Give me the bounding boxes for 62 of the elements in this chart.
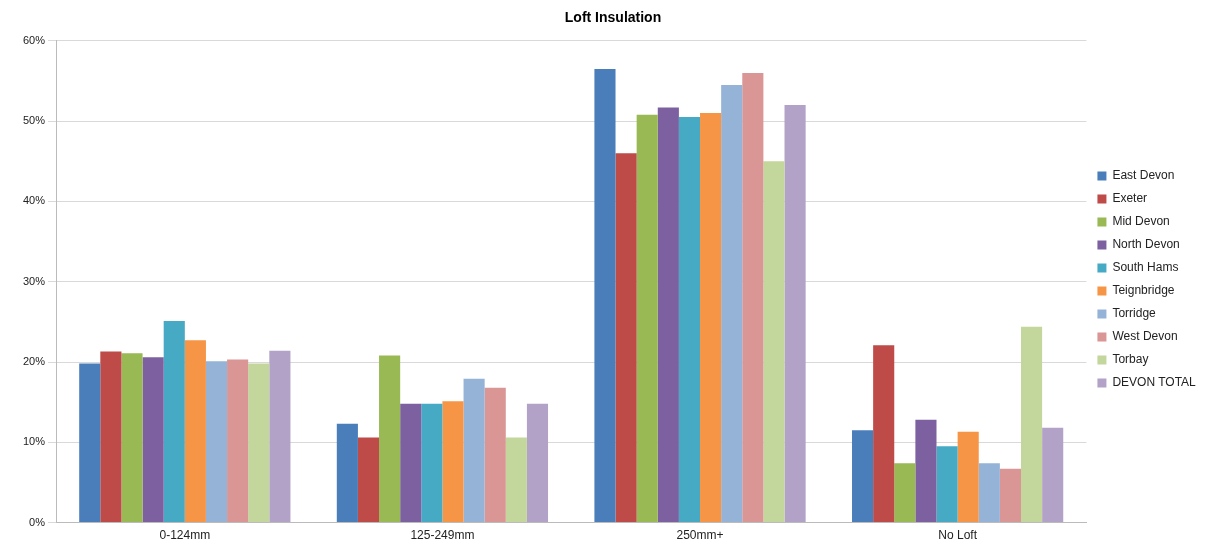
legend-label: Teignbridge <box>1112 283 1175 298</box>
bar <box>248 363 270 523</box>
x-tick-label: No Loft <box>938 528 978 543</box>
y-tick-label: 10% <box>22 435 46 448</box>
bar <box>142 357 164 523</box>
bar <box>442 401 464 523</box>
bar <box>400 403 422 523</box>
bar <box>163 321 185 523</box>
bar <box>763 161 785 523</box>
bar <box>1042 427 1064 523</box>
bar <box>721 84 743 523</box>
bar <box>379 355 401 523</box>
bar <box>100 351 122 523</box>
y-tick-label: 40% <box>22 194 46 207</box>
legend-label: South Hams <box>1112 260 1179 275</box>
bar <box>873 345 895 523</box>
bar <box>505 437 527 523</box>
bar <box>742 72 764 523</box>
legend-label: Exeter <box>1112 191 1148 206</box>
bar <box>999 468 1021 523</box>
legend-label: DEVON TOTAL <box>1112 375 1197 390</box>
bar <box>936 446 958 523</box>
bar <box>700 113 722 523</box>
bar <box>79 363 101 523</box>
bar <box>269 350 291 523</box>
bar <box>421 403 443 523</box>
legend-label: Mid Devon <box>1112 214 1170 229</box>
bar <box>636 114 658 523</box>
bar <box>915 419 937 523</box>
bar <box>657 107 679 523</box>
bar <box>678 117 701 523</box>
legend-label: Torridge <box>1112 306 1157 321</box>
bar <box>894 463 916 523</box>
bar <box>463 378 485 523</box>
bar <box>357 437 380 523</box>
bar <box>336 423 358 523</box>
bar <box>594 68 616 523</box>
legend-label: North Devon <box>1112 237 1180 252</box>
chart-title: Loft Insulation <box>564 9 662 26</box>
bar <box>1021 326 1043 523</box>
bar <box>205 361 228 523</box>
bar <box>852 430 874 523</box>
bar <box>784 105 806 523</box>
legend-label: West Devon <box>1112 329 1178 344</box>
y-tick-label: 60% <box>22 33 46 46</box>
y-tick-label: 0% <box>29 515 46 528</box>
x-tick-label: 250mm+ <box>676 528 724 543</box>
bar <box>227 359 249 523</box>
bar <box>526 403 549 523</box>
y-tick-label: 30% <box>22 274 46 287</box>
legend-label: East Devon <box>1112 168 1175 183</box>
legend-label: Torbay <box>1112 352 1149 367</box>
bar <box>615 153 637 523</box>
bar <box>184 340 206 523</box>
x-tick-label: 0-124mm <box>159 528 211 543</box>
bar <box>484 387 506 523</box>
bar <box>121 353 143 523</box>
bar <box>957 431 979 523</box>
y-tick-label: 50% <box>22 114 46 127</box>
bar <box>978 463 1000 523</box>
y-tick-label: 20% <box>22 355 46 368</box>
x-tick-label: 125-249mm <box>410 528 475 543</box>
